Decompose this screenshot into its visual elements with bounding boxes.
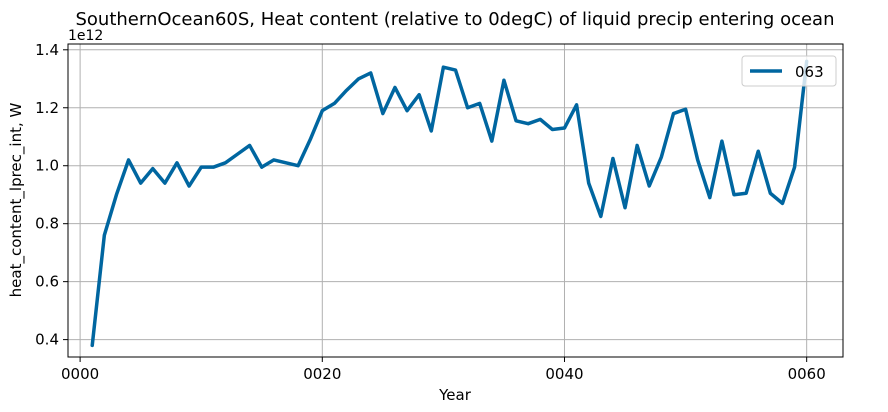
y-tick-label: 1.0 (35, 157, 59, 175)
y-axis-label: heat_content_lprec_int, W (7, 103, 26, 298)
x-axis: 0000 0020 0040 0060 (61, 357, 826, 383)
legend-label-063: 063 (795, 63, 824, 81)
grid (68, 44, 843, 357)
plot-area-frame (67, 43, 844, 358)
y-tick-label: 1.4 (35, 41, 59, 59)
x-tick-label: 0060 (788, 365, 826, 383)
y-offset-label: 1e12 (68, 28, 103, 44)
y-tick-label: 0.8 (35, 215, 59, 233)
x-axis-label: Year (438, 386, 472, 404)
x-tick-label: 0020 (303, 365, 341, 383)
y-tick-label: 0.6 (35, 273, 59, 291)
x-tick-label: 0000 (61, 365, 99, 383)
y-tick-label: 0.4 (35, 331, 59, 349)
series-layer (90, 59, 809, 348)
legend-box (741, 55, 837, 87)
y-tick-label: 1.2 (35, 99, 59, 117)
legend: 063 (741, 55, 837, 87)
x-tick-label: 0040 (545, 365, 583, 383)
chart-title: SouthernOcean60S, Heat content (relative… (75, 9, 834, 30)
y-axis: 0.4 0.6 0.8 1.0 1.2 1.4 (35, 41, 68, 349)
series-line-063 (90, 59, 809, 348)
